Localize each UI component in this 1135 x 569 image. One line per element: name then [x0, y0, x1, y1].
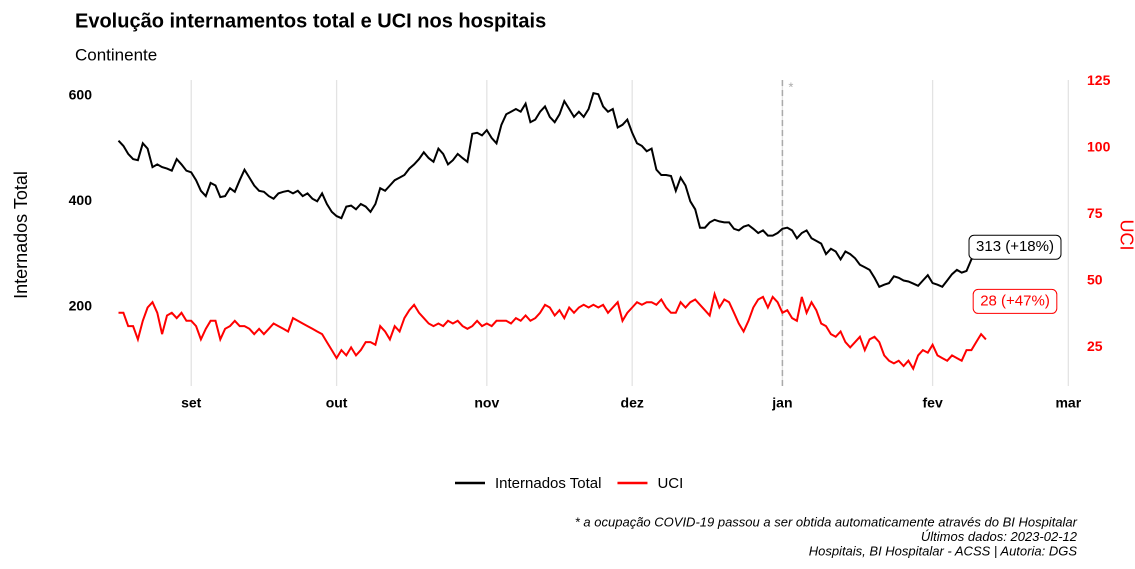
series-line [118, 290, 987, 372]
legend-label: Internados Total [495, 475, 601, 492]
y-tick-label: 400 [69, 192, 93, 208]
y-tick-label: 600 [69, 87, 93, 103]
series-line [117, 92, 987, 289]
x-tick-label: fev [923, 395, 943, 411]
y2-tick-label: 50 [1087, 272, 1103, 288]
y2-tick-label: 125 [1087, 72, 1111, 88]
x-tick-label: mar [1055, 395, 1081, 411]
x-tick-label: dez [621, 395, 644, 411]
legend-label: UCI [657, 475, 683, 492]
y2-tick-label: 75 [1087, 205, 1103, 221]
y2-tick-label: 100 [1087, 139, 1111, 155]
x-tick-label: nov [474, 395, 499, 411]
reference-label: * [788, 79, 793, 94]
annotation: 28 (+47%) [980, 292, 1050, 309]
footnote: Últimos dados: 2023-02-12 [921, 529, 1078, 544]
y2-axis-title: UCI [1116, 220, 1135, 251]
x-tick-label: jan [771, 395, 792, 411]
y-axis-title: Internados Total [11, 171, 31, 299]
y2-tick-label: 25 [1087, 338, 1103, 354]
x-tick-label: out [326, 395, 348, 411]
y-tick-label: 200 [69, 298, 93, 314]
x-tick-label: set [181, 395, 202, 411]
chart-subtitle: Continente [75, 45, 157, 64]
footnote: * a ocupação COVID-19 passou a ser obtid… [575, 514, 1078, 529]
annotation-box [968, 234, 1062, 260]
footnote: Hospitais, BI Hospitalar - ACSS | Autori… [809, 543, 1078, 558]
annotation: 313 (+18%) [976, 238, 1054, 255]
chart-title: Evolução internamentos total e UCI nos h… [75, 10, 546, 32]
annotation-box [972, 288, 1058, 314]
